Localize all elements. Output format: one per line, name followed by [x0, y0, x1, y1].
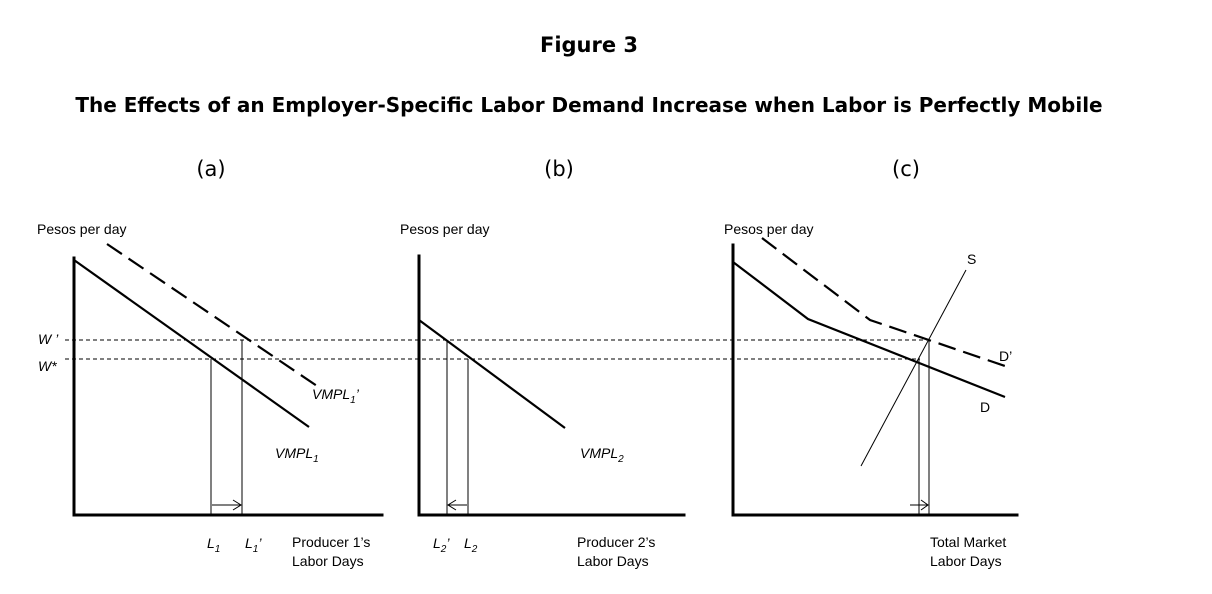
- wage-prime-label: W ’: [38, 331, 59, 347]
- panel-a-x-axis-label-line2: Labor Days: [292, 553, 364, 569]
- demand-d-label: D: [980, 399, 990, 415]
- panel-a-label: (a): [196, 157, 225, 181]
- panel-a: Pesos per day W ’ W* VMPL1’ VMPL1 L1 L1’…: [37, 221, 384, 569]
- figure-number: Figure 3: [540, 33, 638, 57]
- wage-star-label: W*: [38, 358, 57, 374]
- panel-b-shift-arrow: [447, 499, 467, 511]
- panel-b-axes: [417, 254, 686, 517]
- panel-a-l1-label: L1: [207, 535, 220, 555]
- supply-curve: [860, 269, 967, 467]
- panel-c-y-axis-label: Pesos per day: [724, 221, 814, 237]
- panel-a-y-axis-label: Pesos per day: [37, 221, 127, 237]
- demand-d-prime-curve: [761, 237, 1006, 368]
- supply-label: S: [967, 251, 976, 267]
- panel-b-x-axis-label-line1: Producer 2’s: [577, 534, 655, 550]
- panel-b-l2-label: L2: [464, 535, 478, 555]
- vmpl1-prime-curve: [106, 243, 321, 389]
- panel-b-y-axis-label: Pesos per day: [400, 221, 490, 237]
- vmpl1-curve: [73, 259, 310, 428]
- panel-b-label: (b): [544, 157, 574, 181]
- panel-c-label: (c): [892, 157, 920, 181]
- panel-c: Pesos per day S D’ D Total Market Labor …: [724, 221, 1019, 569]
- vmpl2-curve: [418, 319, 566, 429]
- panel-a-axes: [72, 256, 384, 517]
- panel-b-x-axis-label-line2: Labor Days: [577, 553, 649, 569]
- vmpl2-label: VMPL2: [580, 445, 624, 465]
- panel-c-x-axis-label-line1: Total Market: [930, 534, 1006, 550]
- panel-c-x-axis-label-line2: Labor Days: [930, 553, 1002, 569]
- panel-a-l1-prime-label: L1’: [245, 535, 262, 555]
- panel-c-axes: [731, 243, 1019, 517]
- figure-title: The Effects of an Employer-Specific Labo…: [75, 93, 1102, 117]
- panel-a-shift-arrow: [212, 499, 242, 511]
- panel-b-l2-prime-label: L2’: [433, 535, 450, 555]
- vmpl1-prime-label: VMPL1’: [312, 386, 360, 406]
- demand-d-prime-label: D’: [999, 348, 1012, 364]
- panel-c-shift-arrow: [910, 499, 929, 511]
- demand-d-curve: [732, 261, 1006, 399]
- panel-a-x-axis-label-line1: Producer 1’s: [292, 534, 370, 550]
- panel-b: Pesos per day VMPL2 L2’ L2 Producer 2’s …: [400, 221, 686, 569]
- vmpl1-label: VMPL1: [275, 445, 319, 465]
